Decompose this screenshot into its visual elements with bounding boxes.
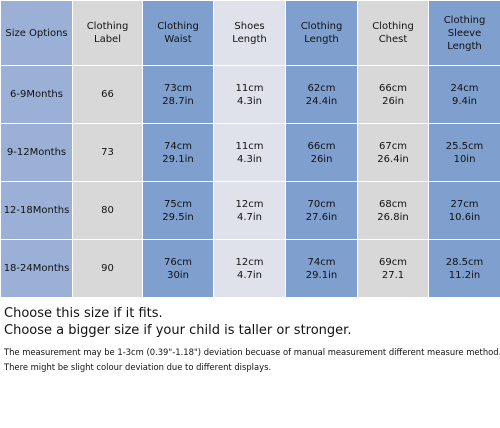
note-text: Choose a bigger size if your child is ta… [4, 323, 352, 338]
cell-line: 26in [310, 153, 333, 165]
cell-line: 75cm [164, 198, 192, 210]
cell-line: 4.3in [236, 95, 263, 107]
table-cell: 90 [72, 239, 143, 298]
cell-line: 66cm [379, 82, 407, 94]
cell-line: 67cm [379, 140, 407, 152]
table-row: 6-9Months 66 73cm 28.7in 11cm 4.3in 62cm 24.4in… [0, 65, 500, 124]
table-cell: 75cm 29.5in [142, 181, 214, 240]
cell-line: 11.2in [448, 269, 481, 281]
table-cell: 67cm 26.4in [357, 123, 429, 182]
table-cell: 76cm 30in [142, 239, 214, 298]
cell-line: 68cm [379, 198, 407, 210]
cell-line: 74cm [164, 140, 192, 152]
table-cell: 12-18Months [0, 181, 73, 240]
cell-line: 11cm [235, 140, 264, 152]
cell-line: 27.6in [305, 211, 338, 223]
cell-line: 74cm [307, 256, 336, 268]
table-cell: 73 [72, 123, 143, 182]
cell-line: 12cm [235, 256, 264, 268]
cell-line: 27.1 [381, 269, 405, 281]
table-cell: 66cm 26in [285, 123, 358, 182]
table-cell: 11cm 4.3in [213, 123, 286, 182]
header-cell: Shoes Length [213, 0, 286, 66]
cell-line: 4.7in [236, 211, 263, 223]
cell-line: 29.1in [162, 153, 194, 165]
cell-line: 28.7in [162, 95, 194, 107]
table-cell: 11cm 4.3in [213, 65, 286, 124]
table-cell: 12cm 4.7in [213, 181, 286, 240]
table-cell: 62cm 24.4in [285, 65, 358, 124]
cell-line: 24cm [450, 82, 479, 94]
header-cell: Size Options [0, 0, 73, 66]
table-row: 18-24Months 90 76cm 30in 12cm 4.7in 74cm 29.1in… [0, 239, 500, 298]
cell-line: 70cm [307, 198, 336, 210]
table-cell: 24cm 9.4in [428, 65, 500, 124]
cell-line: 9.4in [451, 95, 478, 107]
cell-line: 26.4in [377, 153, 409, 165]
table-cell: 66 [72, 65, 143, 124]
table-cell: 74cm 29.1in [285, 239, 358, 298]
header-cell: Clothing Length [285, 0, 358, 66]
header-cell: Clothing Chest [357, 0, 429, 66]
note-text: There might be slight colour deviation d… [4, 362, 272, 372]
cell-line: 25.5cm [445, 140, 484, 152]
table-cell: 27cm 10.6in [428, 181, 500, 240]
table-cell: 6-9Months [0, 65, 73, 124]
table-cell: 18-24Months [0, 239, 73, 298]
note-text: Choose this size if it fits. [4, 306, 163, 321]
table-cell: 12cm 4.7in [213, 239, 286, 298]
table-cell: 80 [72, 181, 143, 240]
cell-line: 10in [453, 153, 476, 165]
cell-line: 26.8in [377, 211, 409, 223]
cell-line: 62cm [307, 82, 336, 94]
table-cell: 74cm 29.1in [142, 123, 214, 182]
cell-line: 29.5in [162, 211, 194, 223]
header-cell: Clothing Sleeve Length [428, 0, 500, 66]
size-table: Size Options Clothing Label Clothing Waist… [0, 0, 500, 298]
cell-line: 10.6in [448, 211, 481, 223]
cell-line: 4.7in [236, 269, 263, 281]
table-cell: 73cm 28.7in [142, 65, 214, 124]
table-cell: 69cm 27.1 [357, 239, 429, 298]
cell-line: 69cm [379, 256, 407, 268]
cell-line: 27cm [450, 198, 479, 210]
cell-line: 4.3in [236, 153, 263, 165]
cell-line: 30in [167, 269, 189, 281]
table-body: 6-9Months 66 73cm 28.7in 11cm 4.3in 62cm 24.4in… [0, 65, 500, 298]
table-cell: 9-12Months [0, 123, 73, 182]
cell-line: 76cm [164, 256, 192, 268]
table-cell: 66cm 26in [357, 65, 429, 124]
cell-line: 11cm [235, 82, 264, 94]
table-row: 12-18Months 80 75cm 29.5in 12cm 4.7in 70cm 27.6… [0, 181, 500, 240]
cell-line: 24.4in [305, 95, 338, 107]
table-cell: 68cm 26.8in [357, 181, 429, 240]
table-cell: 25.5cm 10in [428, 123, 500, 182]
header-cell: Clothing Waist [142, 0, 214, 66]
table-row: 9-12Months 73 74cm 29.1in 11cm 4.3in 66cm 26in 6… [0, 123, 500, 182]
notes: Choose this size if it fits. Choose a big… [4, 305, 500, 375]
cell-line: 29.1in [305, 269, 338, 281]
header-cell: Clothing Label [72, 0, 143, 66]
cell-line: 66cm [307, 140, 336, 152]
table-cell: 28.5cm 11.2in [428, 239, 500, 298]
cell-line: 28.5cm [445, 256, 484, 268]
cell-line: 12cm [235, 198, 264, 210]
cell-line: 26in [382, 95, 404, 107]
header-row: Size Options Clothing Label Clothing Waist… [0, 0, 500, 66]
cell-line: 73cm [164, 82, 192, 94]
table-cell: 70cm 27.6in [285, 181, 358, 240]
note-text: The measurement may be 1-3cm (0.39"-1.18… [4, 347, 500, 357]
